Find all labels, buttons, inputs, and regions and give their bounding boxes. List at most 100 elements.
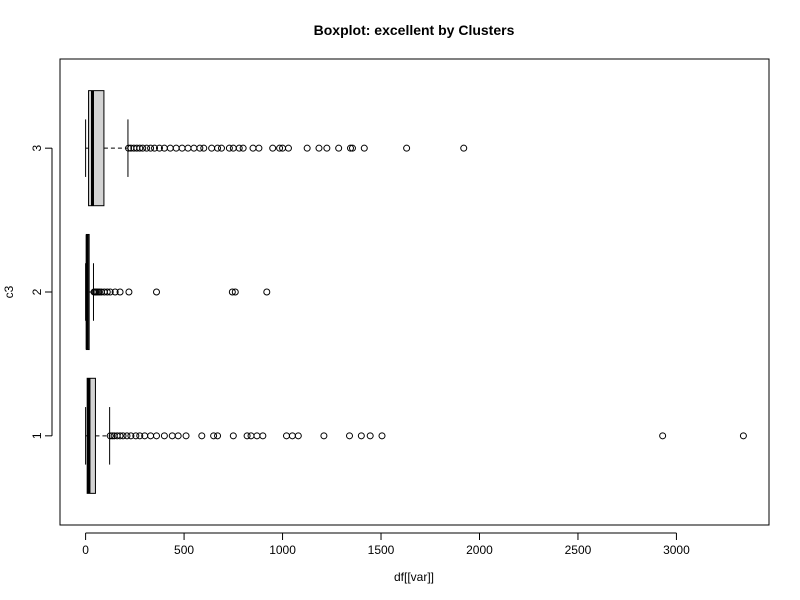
outlier-point	[288, 432, 296, 440]
outlier-point	[198, 432, 206, 440]
outlier-point	[360, 144, 368, 152]
outlier-point	[208, 144, 216, 152]
outlier-point	[269, 144, 277, 152]
outlier-point	[217, 144, 225, 152]
outlier-point	[348, 144, 356, 152]
x-tick-label: 3000	[663, 543, 690, 557]
outlier-point	[255, 144, 263, 152]
outlier-point	[106, 432, 114, 440]
outlier-point	[111, 288, 119, 296]
outlier-point	[346, 144, 354, 152]
outlier-point	[239, 144, 247, 152]
outlier-point	[172, 144, 180, 152]
outlier-point	[155, 144, 163, 152]
outlier-point	[116, 288, 124, 296]
outlier-point	[335, 144, 343, 152]
outlier-point	[263, 288, 271, 296]
outlier-point	[249, 144, 257, 152]
outlier-point	[153, 288, 161, 296]
outlier-point	[294, 432, 302, 440]
outlier-point	[116, 432, 124, 440]
y-tick-label: 1	[30, 432, 44, 439]
outlier-point	[214, 144, 222, 152]
x-tick-label: 2500	[565, 543, 592, 557]
outlier-point	[125, 144, 133, 152]
x-tick-label: 1500	[368, 543, 395, 557]
outlier-point	[243, 432, 251, 440]
outlier-point	[123, 432, 131, 440]
outlier-point	[229, 144, 237, 152]
outlier-point	[253, 432, 261, 440]
outlier-point	[303, 144, 311, 152]
outlier-point	[460, 144, 468, 152]
outlier-point	[228, 288, 236, 296]
outlier-point	[225, 144, 233, 152]
boxes-group	[85, 90, 747, 494]
outlier-point	[284, 144, 292, 152]
outlier-point	[184, 144, 192, 152]
outlier-point	[103, 288, 111, 296]
x-tick-label: 0	[82, 543, 89, 557]
outlier-point	[235, 144, 243, 152]
outlier-point	[182, 432, 190, 440]
outlier-point	[147, 432, 155, 440]
box-cluster-2	[85, 233, 271, 351]
outlier-point	[166, 144, 174, 152]
outlier-point	[229, 432, 237, 440]
y-axis-label: c3	[2, 285, 16, 298]
outlier-point	[127, 432, 135, 440]
outlier-point	[190, 144, 198, 152]
outlier-point	[168, 432, 176, 440]
y-tick-label: 2	[30, 288, 44, 295]
outlier-point	[143, 144, 151, 152]
outlier-point	[136, 144, 144, 152]
y-axis: 1 2 3	[30, 145, 53, 439]
outlier-point	[357, 432, 365, 440]
outlier-point	[160, 432, 168, 440]
outlier-point	[320, 432, 328, 440]
outlier-point	[403, 144, 411, 152]
outlier-point	[136, 432, 144, 440]
box-cluster-3	[85, 90, 468, 207]
box-iqr	[86, 377, 96, 494]
outlier-point	[259, 432, 267, 440]
outlier-point	[276, 144, 284, 152]
chart-title: Boxplot: excellent by Clusters	[314, 22, 515, 38]
outlier-point	[178, 144, 186, 152]
outlier-point	[151, 144, 159, 152]
outlier-point	[106, 288, 114, 296]
outlier-point	[247, 432, 255, 440]
outlier-point	[108, 432, 116, 440]
outlier-point	[139, 144, 147, 152]
outlier-point	[153, 432, 161, 440]
outlier-point	[346, 432, 354, 440]
x-tick-label: 2000	[466, 543, 493, 557]
outlier-point	[196, 144, 204, 152]
box-iqr	[88, 90, 105, 207]
outlier-point	[282, 432, 290, 440]
outlier-point	[366, 432, 374, 440]
outlier-point	[214, 432, 222, 440]
outlier-point	[378, 432, 386, 440]
outlier-point	[210, 432, 218, 440]
y-tick-label: 3	[30, 145, 44, 152]
outlier-point	[174, 432, 182, 440]
plot-frame	[59, 58, 770, 526]
outlier-point	[231, 288, 239, 296]
outlier-point	[147, 144, 155, 152]
outlier-point	[95, 288, 103, 296]
outlier-point	[119, 432, 127, 440]
x-axis: 0 500 1000 1500 2000 2500 3000	[82, 532, 690, 557]
outlier-point	[659, 432, 667, 440]
outlier-point	[132, 432, 140, 440]
outlier-point	[739, 432, 747, 440]
x-tick-label: 500	[174, 543, 194, 557]
x-tick-label: 1000	[269, 543, 296, 557]
outlier-point	[315, 144, 323, 152]
outlier-point	[200, 144, 208, 152]
x-axis-label: df[[var]]	[394, 570, 434, 584]
box-cluster-1	[85, 377, 747, 494]
outlier-point	[125, 288, 133, 296]
outlier-point	[323, 144, 331, 152]
